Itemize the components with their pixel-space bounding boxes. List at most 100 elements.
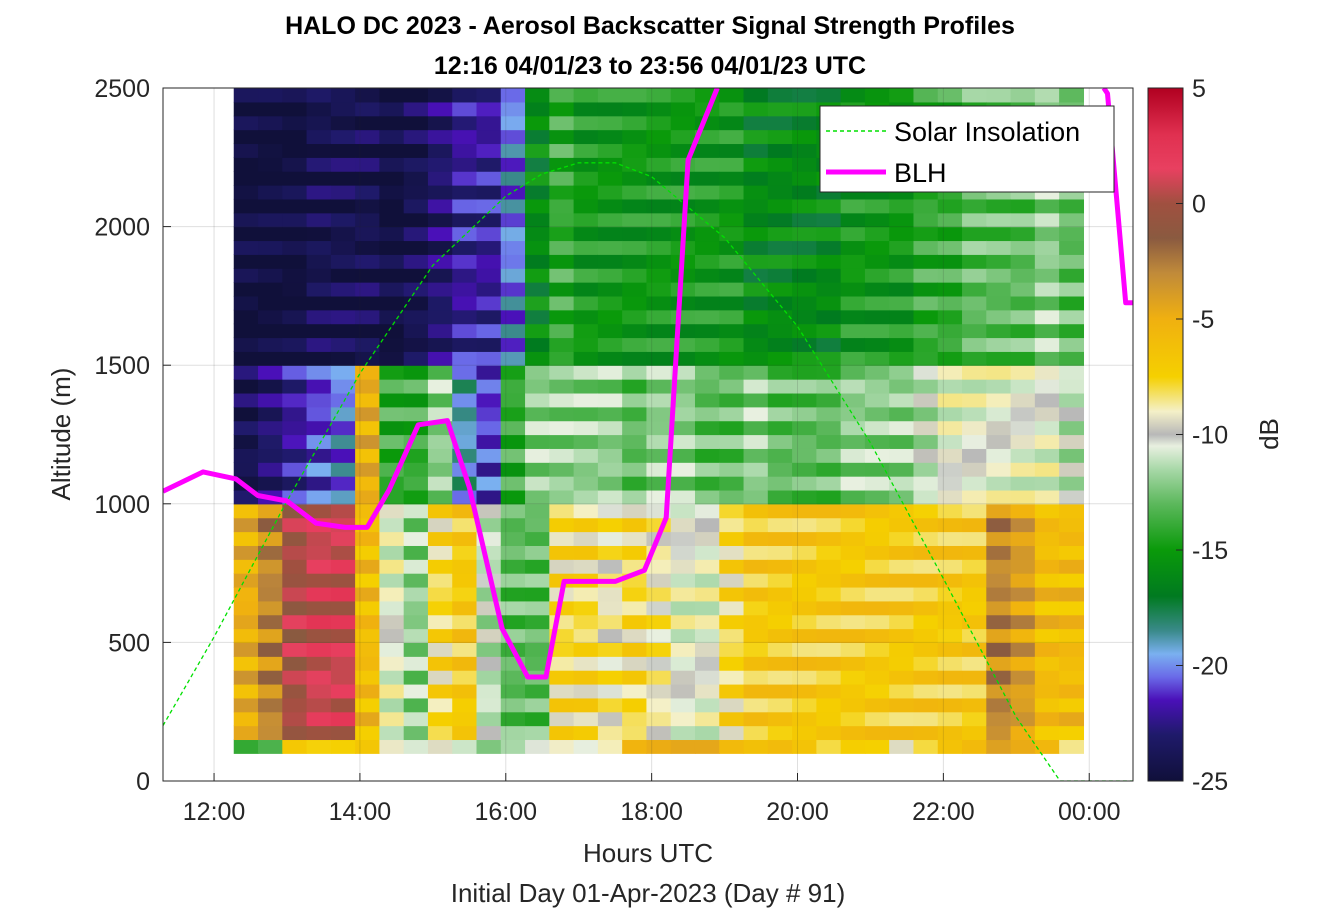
heatmap-cell bbox=[937, 282, 963, 297]
heatmap-cell bbox=[355, 573, 380, 588]
heatmap-cell bbox=[525, 282, 550, 297]
heatmap-cell bbox=[403, 600, 429, 616]
heatmap-cell bbox=[622, 697, 648, 713]
heatmap-cell bbox=[719, 226, 745, 242]
heatmap-cell bbox=[549, 489, 575, 505]
heatmap-cell bbox=[986, 351, 1012, 366]
heatmap-cell bbox=[573, 254, 599, 269]
heatmap-cell bbox=[355, 711, 380, 727]
heatmap-cell bbox=[962, 268, 987, 283]
heatmap-cell bbox=[403, 309, 429, 325]
heatmap-cell bbox=[767, 323, 793, 339]
heatmap-cell bbox=[767, 351, 793, 366]
heatmap-cell bbox=[306, 337, 332, 352]
heatmap-cell bbox=[258, 406, 283, 422]
heatmap-cell bbox=[840, 739, 866, 754]
heatmap-cell bbox=[282, 365, 308, 380]
heatmap-cell bbox=[889, 670, 915, 685]
heatmap-cell bbox=[694, 254, 720, 269]
heatmap-cell bbox=[962, 365, 987, 380]
heatmap-cell bbox=[427, 282, 453, 297]
heatmap-cell bbox=[767, 697, 793, 713]
heatmap-cell bbox=[573, 628, 599, 643]
heatmap-cell bbox=[258, 573, 283, 588]
heatmap-cell bbox=[282, 600, 308, 616]
heatmap-cell bbox=[719, 309, 745, 325]
heatmap-cell bbox=[622, 115, 648, 131]
heatmap-cell bbox=[646, 254, 672, 269]
heatmap-cell bbox=[403, 503, 429, 519]
heatmap-cell bbox=[864, 670, 890, 685]
heatmap-cell bbox=[986, 559, 1012, 574]
heatmap-cell bbox=[767, 240, 793, 255]
heatmap-cell bbox=[816, 573, 842, 588]
heatmap-cell bbox=[694, 434, 720, 449]
heatmap-cell bbox=[767, 725, 793, 741]
heatmap-cell bbox=[500, 143, 526, 158]
heatmap-cell bbox=[889, 406, 915, 422]
heatmap-cell bbox=[816, 434, 842, 449]
heatmap-cell bbox=[767, 517, 793, 533]
heatmap-cell bbox=[379, 406, 405, 422]
x-tick-label: 20:00 bbox=[766, 798, 829, 826]
heatmap-cell bbox=[282, 282, 308, 297]
heatmap-cell bbox=[1034, 323, 1060, 339]
heatmap-cell bbox=[476, 711, 502, 727]
heatmap-cell bbox=[330, 711, 356, 727]
heatmap-cell bbox=[330, 406, 356, 422]
heatmap-cell bbox=[767, 559, 793, 574]
heatmap-cell bbox=[962, 462, 987, 477]
heatmap-cell bbox=[864, 406, 890, 422]
heatmap-cell bbox=[306, 531, 332, 546]
heatmap-cell bbox=[306, 240, 332, 255]
heatmap-cell bbox=[864, 240, 890, 255]
heatmap-cell bbox=[694, 628, 720, 643]
heatmap-cell bbox=[646, 559, 672, 574]
heatmap-cell bbox=[719, 448, 745, 463]
heatmap-cell bbox=[792, 434, 817, 449]
heatmap-cell bbox=[937, 573, 963, 588]
heatmap-cell bbox=[573, 614, 599, 630]
heatmap-cell bbox=[670, 171, 696, 186]
heatmap-cell bbox=[986, 573, 1012, 588]
heatmap-cell bbox=[622, 614, 648, 630]
heatmap-cell bbox=[355, 295, 380, 311]
heatmap-cell bbox=[937, 462, 963, 477]
heatmap-cell bbox=[403, 448, 429, 463]
heatmap-cell bbox=[864, 614, 890, 630]
heatmap-cell bbox=[233, 434, 259, 449]
heatmap-cell bbox=[452, 531, 478, 546]
heatmap-cell bbox=[525, 448, 550, 463]
heatmap-cell bbox=[355, 614, 380, 630]
heatmap-cell bbox=[258, 670, 283, 685]
heatmap-cell bbox=[427, 337, 453, 352]
heatmap-cell bbox=[258, 503, 283, 519]
heatmap-cell bbox=[549, 670, 575, 685]
heatmap-cell bbox=[840, 254, 866, 269]
heatmap-cell bbox=[719, 683, 745, 699]
x-axis-ticks: 12:00 14:00 16:00 18:00 20:00 22:00 00:00 bbox=[183, 773, 1121, 826]
heatmap-cell bbox=[427, 379, 453, 394]
heatmap-cell bbox=[694, 185, 720, 200]
heatmap-cell bbox=[330, 503, 356, 519]
heatmap-cell bbox=[937, 268, 963, 283]
heatmap-cell bbox=[743, 212, 769, 228]
heatmap-cell bbox=[937, 198, 963, 214]
heatmap-cell bbox=[476, 448, 502, 463]
heatmap-cell bbox=[1059, 309, 1085, 325]
heatmap-cell bbox=[670, 462, 696, 477]
heatmap-cell bbox=[864, 198, 890, 214]
heatmap-cell bbox=[330, 670, 356, 685]
heatmap-cell bbox=[452, 434, 478, 449]
heatmap-cell bbox=[937, 628, 963, 643]
heatmap-cell bbox=[258, 600, 283, 616]
heatmap-cell bbox=[913, 226, 939, 242]
heatmap-cell bbox=[816, 642, 842, 657]
heatmap-cell bbox=[500, 282, 526, 297]
heatmap-cell bbox=[452, 670, 478, 685]
heatmap-cell bbox=[719, 115, 745, 131]
heatmap-cell bbox=[986, 642, 1012, 657]
heatmap-cell bbox=[913, 282, 939, 297]
heatmap-cell bbox=[525, 212, 550, 228]
heatmap-cell bbox=[719, 462, 745, 477]
